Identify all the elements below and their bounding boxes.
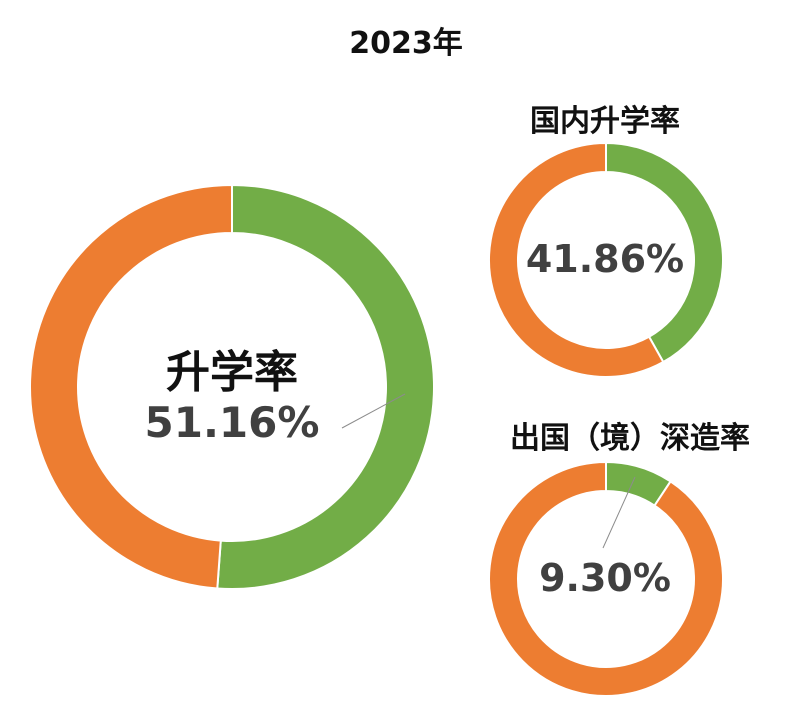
donut-slice-domestic-value [605,141,724,364]
leader-line-overall [341,393,406,429]
donut-slice-overall-remainder [29,183,233,590]
value-label-overseas: 9.30% [539,556,671,600]
leader-line-overseas [602,476,636,549]
chart-title-domestic: 国内升学率 [530,104,680,139]
donut-slice-domestic-remainder [488,141,665,378]
chart-title-overall: 升学率 [166,347,298,398]
donut-slice-overseas-remainder [488,460,724,697]
value-label-domestic: 41.86% [525,237,685,281]
chart-title-overseas: 出国（境）深造率 [510,421,750,456]
page-title: 2023年 [349,26,463,61]
donut-slice-overall-value [216,183,435,590]
value-label-overall: 51.16% [144,398,320,447]
